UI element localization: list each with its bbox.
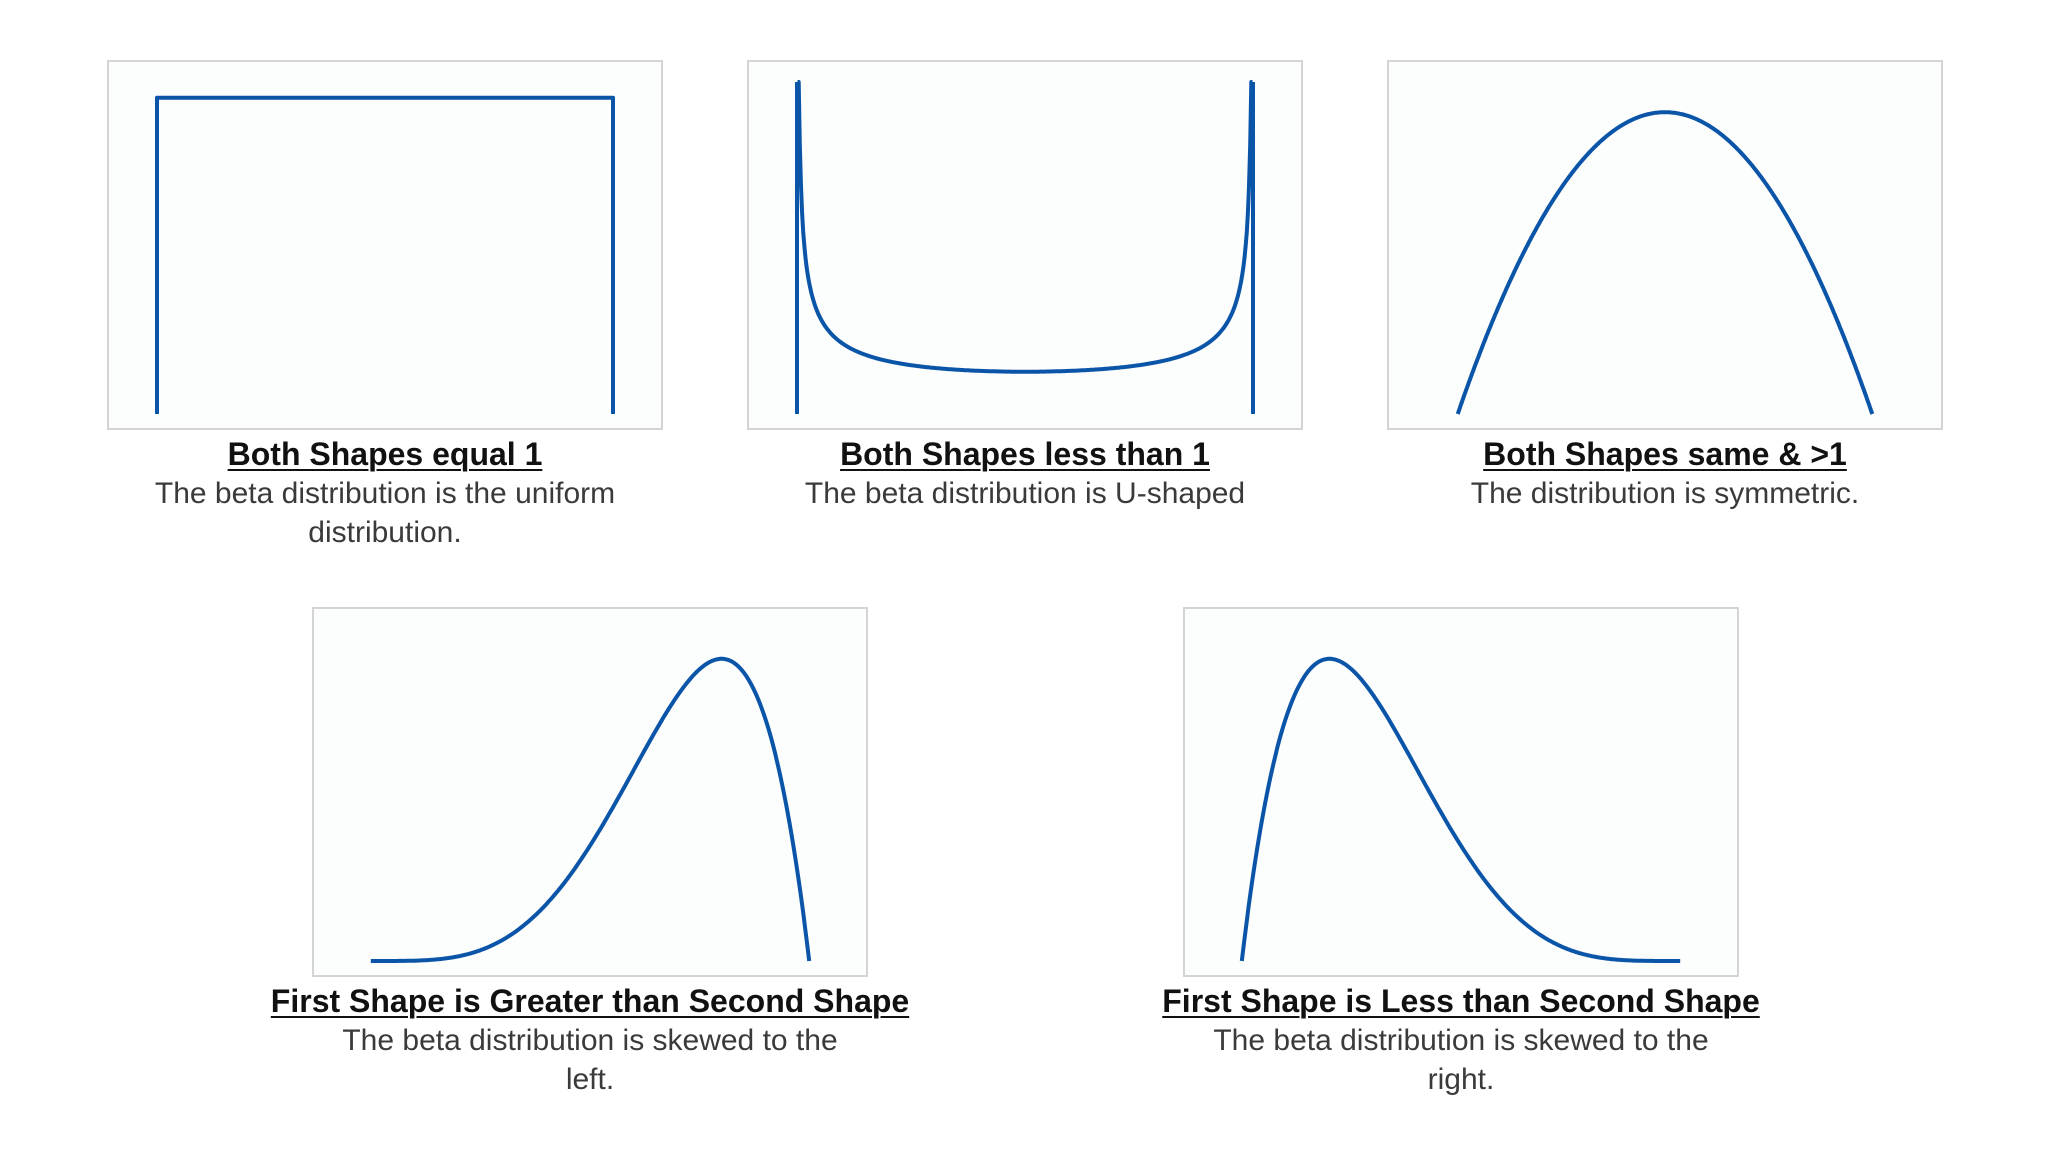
chart-title: First Shape is Less than Second Shape [1162, 983, 1760, 1019]
beta-curve-chart [1239, 656, 1682, 963]
chart-description: The beta distribution is skewed to the r… [1213, 1024, 1709, 1096]
beta-curve-chart [369, 656, 812, 963]
chart-caption: First Shape is Greater than Second Shape… [232, 981, 948, 1099]
beta-density-line [1239, 656, 1682, 963]
beta-curve-chart [795, 80, 1255, 414]
beta-density-line [795, 80, 1255, 414]
chart-title: First Shape is Greater than Second Shape [270, 983, 910, 1019]
chart-description: The beta distribution is the uniform dis… [154, 477, 616, 549]
chart-caption: First Shape is Less than Second Shape Th… [1103, 981, 1819, 1099]
chart-title: Both Shapes less than 1 [840, 436, 1210, 472]
chart-title: Both Shapes equal 1 [227, 436, 543, 472]
chart-title: Both Shapes same & >1 [1483, 436, 1847, 472]
chart-caption: Both Shapes less than 1 The beta distrib… [667, 434, 1383, 513]
beta-density-line [155, 95, 615, 414]
chart-caption: Both Shapes same & >1 The distribution i… [1307, 434, 2023, 513]
plot-area [107, 60, 663, 430]
chart-description: The distribution is symmetric. [1470, 477, 1860, 510]
plot-area [747, 60, 1303, 430]
chart-description: The beta distribution is skewed to the l… [342, 1024, 838, 1096]
beta-density-line [369, 656, 812, 963]
beta-curve-chart [1455, 110, 1875, 415]
plot-area [1183, 607, 1739, 977]
chart-caption: Both Shapes equal 1 The beta distributio… [27, 434, 743, 552]
chart-description: The beta distribution is U-shaped [804, 477, 1246, 510]
beta-density-line [1455, 110, 1875, 415]
plot-area [312, 607, 868, 977]
plot-area [1387, 60, 1943, 430]
beta-curve-chart [155, 95, 615, 414]
